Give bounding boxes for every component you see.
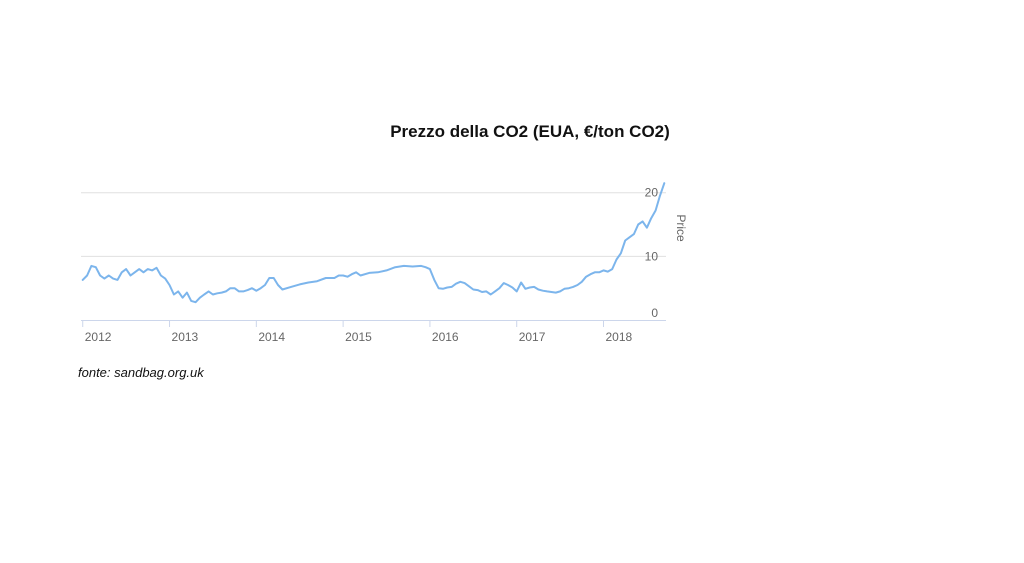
source-note: fonte: sandbag.org.uk xyxy=(78,365,204,380)
x-tick-label-2013: 2013 xyxy=(172,330,199,344)
chart-title: Prezzo della CO2 (EUA, €/ton CO2) xyxy=(390,122,670,141)
y-tick-label-0: 0 xyxy=(651,306,658,320)
grid-layer xyxy=(81,192,666,257)
x-tick-label-2015: 2015 xyxy=(345,330,372,344)
x-tick-label-2012: 2012 xyxy=(85,330,112,344)
x-tick-label-2017: 2017 xyxy=(519,330,546,344)
y-axis-title: Price xyxy=(674,214,688,242)
y-tick-label-10: 10 xyxy=(645,249,659,263)
series-layer xyxy=(81,182,666,304)
price-series-line xyxy=(81,182,666,304)
y-axis: 0 10 20 Price xyxy=(645,186,688,320)
x-tick-label-2014: 2014 xyxy=(258,330,285,344)
x-axis: 2012 2013 2014 2015 2016 2017 2018 xyxy=(81,320,666,344)
x-tick-label-2018: 2018 xyxy=(606,330,633,344)
y-tick-label-20: 20 xyxy=(645,186,659,200)
x-tick-label-2016: 2016 xyxy=(432,330,459,344)
